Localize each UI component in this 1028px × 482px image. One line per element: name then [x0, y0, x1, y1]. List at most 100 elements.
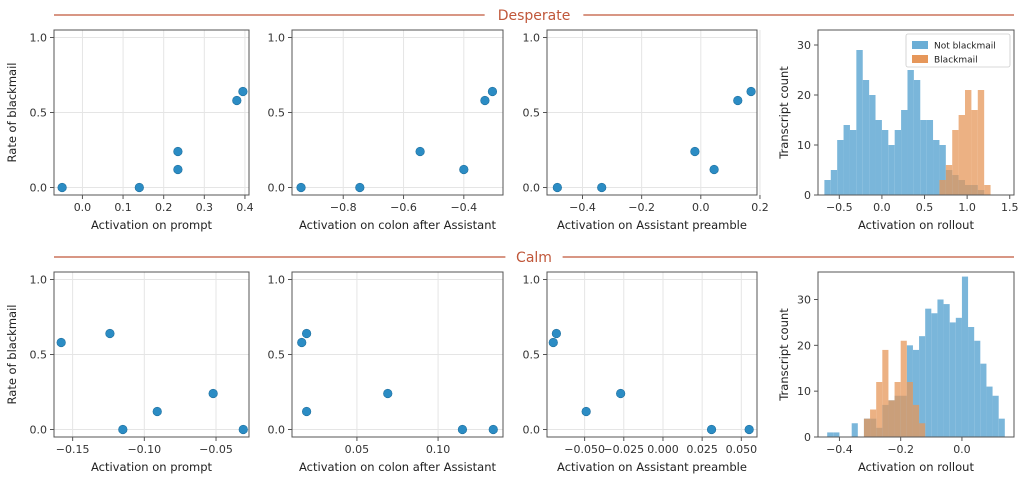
chart-panel: 0.0 0.1 0.2 0.3 0.4 0.0 0.5 1.0 Activation on pr… [5, 29, 254, 232]
histogram-bar [913, 80, 921, 195]
row-title: Desperate [498, 8, 571, 24]
data-point [548, 337, 558, 348]
x-axis-label: Activation on Assistant preamble [557, 218, 747, 232]
histogram-bar [937, 299, 944, 437]
legend: Not blackmail Blackmail [905, 33, 1011, 68]
histogram-bar [894, 130, 902, 195]
data-point [355, 182, 365, 193]
legend-swatch [912, 41, 928, 49]
y-axis-label: Rate of blackmail [5, 305, 19, 405]
histogram-bar [952, 130, 959, 195]
histogram-bar [882, 349, 889, 437]
histogram-bar [843, 125, 850, 195]
legend-swatch [912, 55, 928, 63]
y-tick-label: 0.0 [523, 182, 541, 195]
histogram-bar [955, 317, 962, 437]
histogram-bar [949, 322, 956, 437]
data-point [459, 164, 469, 175]
data-point [746, 86, 756, 97]
histogram-bar [906, 382, 913, 437]
x-tick-label: 0.0 [74, 201, 92, 214]
histogram-bar [931, 313, 938, 437]
y-tick-label: 30 [797, 39, 811, 52]
x-tick-label: 0.0 [692, 201, 710, 214]
x-tick-label: −0.4 [569, 201, 596, 214]
data-point [302, 328, 312, 339]
y-tick-label: 0.0 [30, 424, 48, 437]
y-tick-label: 10 [797, 139, 811, 152]
chart-panel: −0.4 −0.2 0.0 0 10 20 30 Activation on rollout T… [777, 271, 1015, 474]
y-tick-label: 0.5 [523, 107, 541, 120]
data-point [581, 406, 591, 417]
y-tick-label: 1.0 [523, 274, 541, 287]
x-tick-label: 0.3 [196, 201, 214, 214]
histogram-bar [856, 50, 863, 195]
data-point [690, 146, 700, 157]
x-axis-label: Activation on Assistant preamble [557, 460, 747, 474]
x-tick-label: −0.4 [450, 201, 477, 214]
histogram-bar [827, 432, 834, 437]
x-tick-label: −0.025 [603, 443, 644, 456]
x-tick-label: −0.05 [199, 443, 233, 456]
chart-panel: −0.15 −0.10 −0.05 0.0 0.5 1.0 Activation on pr… [5, 271, 250, 474]
histogram-bar [925, 308, 932, 437]
histogram-bar [992, 395, 999, 437]
x-axis-label: Activation on colon after Assistant [299, 218, 496, 232]
x-tick-label: −0.2 [628, 201, 655, 214]
data-point [297, 337, 307, 348]
y-tick-label: 0 [804, 189, 811, 202]
histogram-bar [875, 120, 882, 195]
y-tick-label: 1.0 [30, 32, 48, 45]
chart-panel: −0.8 −0.6 −0.4 0.0 0.5 1.0 Activation on colon… [268, 29, 504, 232]
data-point [232, 95, 242, 106]
data-point [488, 424, 498, 435]
histogram-bar [933, 140, 940, 195]
y-tick-label: 20 [797, 89, 811, 102]
data-point [415, 146, 425, 157]
y-axis-label: Transcript count [777, 308, 791, 402]
histogram-bar [851, 423, 858, 437]
histogram-bar [977, 90, 985, 195]
histogram-bar [998, 418, 1005, 437]
x-axis-label: Activation on prompt [91, 218, 213, 232]
histogram-bar [919, 336, 926, 437]
histogram-bar [876, 382, 883, 437]
y-tick-label: 1.0 [268, 32, 286, 45]
histogram-bar [833, 432, 840, 437]
chart-panel: 0.05 0.10 0.0 0.5 1.0 Activation on colon aft… [268, 271, 504, 474]
x-axis-label: Activation on rollout [858, 218, 974, 232]
y-tick-label: 0.0 [268, 182, 286, 195]
histogram-bar [837, 140, 844, 195]
histogram-bar [958, 115, 965, 195]
x-axis-label: Activation on prompt [91, 460, 213, 474]
histogram-bar [881, 130, 889, 195]
x-axis-label: Activation on rollout [858, 460, 974, 474]
histogram-bar [863, 418, 871, 437]
histogram-bar [980, 363, 987, 437]
histogram-bar [862, 80, 870, 195]
histogram-bar [888, 145, 895, 195]
histogram-bar [919, 423, 926, 437]
data-point [733, 95, 743, 106]
x-tick-label: 0.5 [916, 201, 934, 214]
histogram-bar [870, 409, 877, 437]
y-tick-label: 0.5 [268, 107, 286, 120]
x-axis-label: Activation on colon after Assistant [299, 460, 496, 474]
y-tick-label: 0.5 [523, 349, 541, 362]
y-tick-label: 10 [797, 385, 811, 398]
legend-entry: Blackmail [934, 56, 978, 66]
y-tick-label: 0.5 [30, 349, 48, 362]
y-tick-label: 20 [797, 339, 811, 352]
histogram-bar [920, 120, 927, 195]
data-point [173, 164, 183, 175]
histogram-bar [984, 185, 991, 195]
histogram-bar [894, 382, 901, 437]
plot-frame [817, 29, 1015, 196]
data-point [296, 182, 306, 193]
row-title: Calm [516, 250, 552, 266]
y-axis-label: Transcript count [777, 66, 791, 160]
histogram-bar [912, 349, 920, 437]
data-point [597, 182, 607, 193]
histogram-bar [968, 327, 975, 437]
histogram-bar [939, 145, 946, 195]
